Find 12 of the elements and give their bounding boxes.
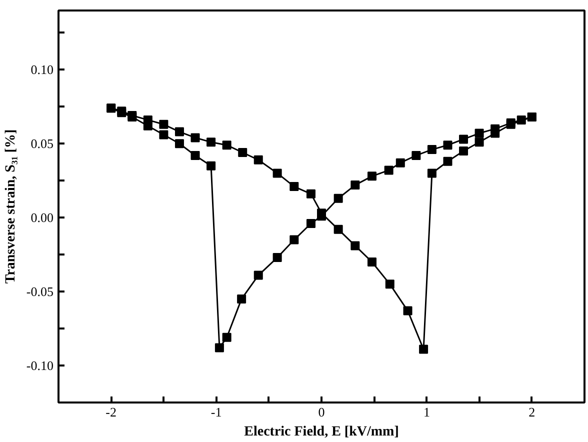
- x-tick-label: 1: [423, 404, 430, 420]
- x-axis-title: Electric Field, E [kV/mm]: [244, 424, 399, 440]
- x-tick-label: 2: [528, 404, 536, 420]
- y-axis-title: Transverse strain, S₃₁ [%]: [3, 129, 18, 284]
- y-tick-label: -0.10: [26, 358, 54, 374]
- y-tick-label: 0.00: [30, 210, 54, 226]
- y-tick-label: 0.10: [30, 62, 54, 78]
- x-tick-label: -1: [210, 404, 222, 420]
- x-tick-label: 0: [318, 404, 325, 420]
- y-tick-label: -0.05: [26, 284, 54, 300]
- y-tick-label: 0.05: [30, 136, 54, 152]
- x-tick-label: -2: [106, 404, 117, 420]
